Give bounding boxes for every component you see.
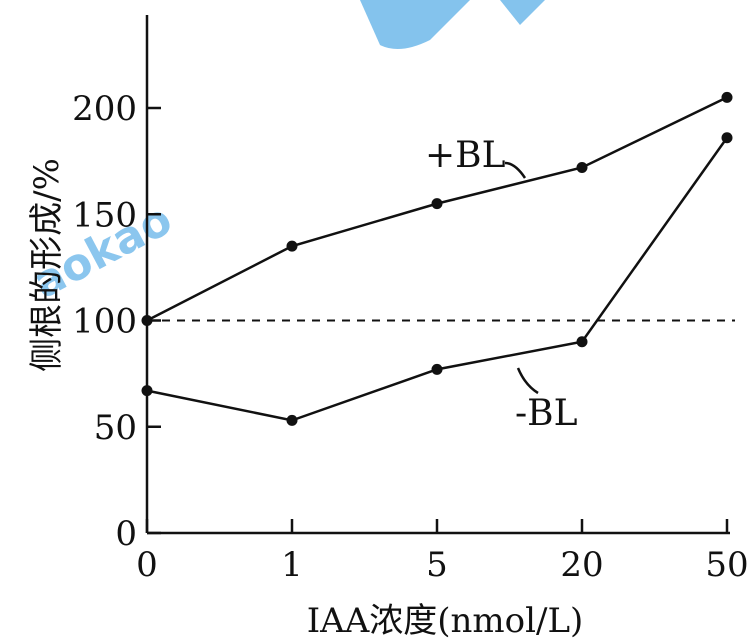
series-label-plus-bl: +BL [425,135,506,176]
legend-plus-bl: +BL [425,135,527,179]
x-tick-label: 5 [426,545,448,585]
data-point [431,198,443,210]
y-tick-label: 0 [115,514,137,554]
data-point [431,363,443,375]
leader-plus-bl [504,161,527,179]
y-ticks: 0 50 100 150 200 [72,89,161,554]
y-tick-label: 200 [72,89,137,129]
x-tick-label: 1 [281,545,303,585]
plot-area: 0 50 100 150 200 0 1 5 20 50 [72,15,749,585]
data-point [286,240,298,252]
series-label-minus-bl: -BL [515,393,578,434]
y-tick-label: 150 [72,195,137,235]
data-point [721,132,733,144]
y-tick-label: 100 [72,302,137,342]
data-point [721,91,733,103]
data-point [576,336,588,348]
data-point [141,315,153,326]
legend-minus-bl: -BL [515,367,578,434]
x-axis-label: IAA浓度(nmol/L) [307,601,584,641]
data-point [576,162,588,173]
x-tick-label: 50 [705,545,748,585]
leader-minus-bl [516,367,539,395]
x-tick-label: 0 [136,545,158,585]
y-tick-label: 50 [94,408,137,448]
data-point [141,385,153,397]
y-axis-label: 侧根的形成/% [27,158,67,372]
x-ticks: 0 1 5 20 50 [136,519,749,585]
series-layer [141,91,733,426]
x-tick-label: 20 [560,545,603,585]
series-line-1 [146,137,729,422]
data-point [286,414,298,426]
